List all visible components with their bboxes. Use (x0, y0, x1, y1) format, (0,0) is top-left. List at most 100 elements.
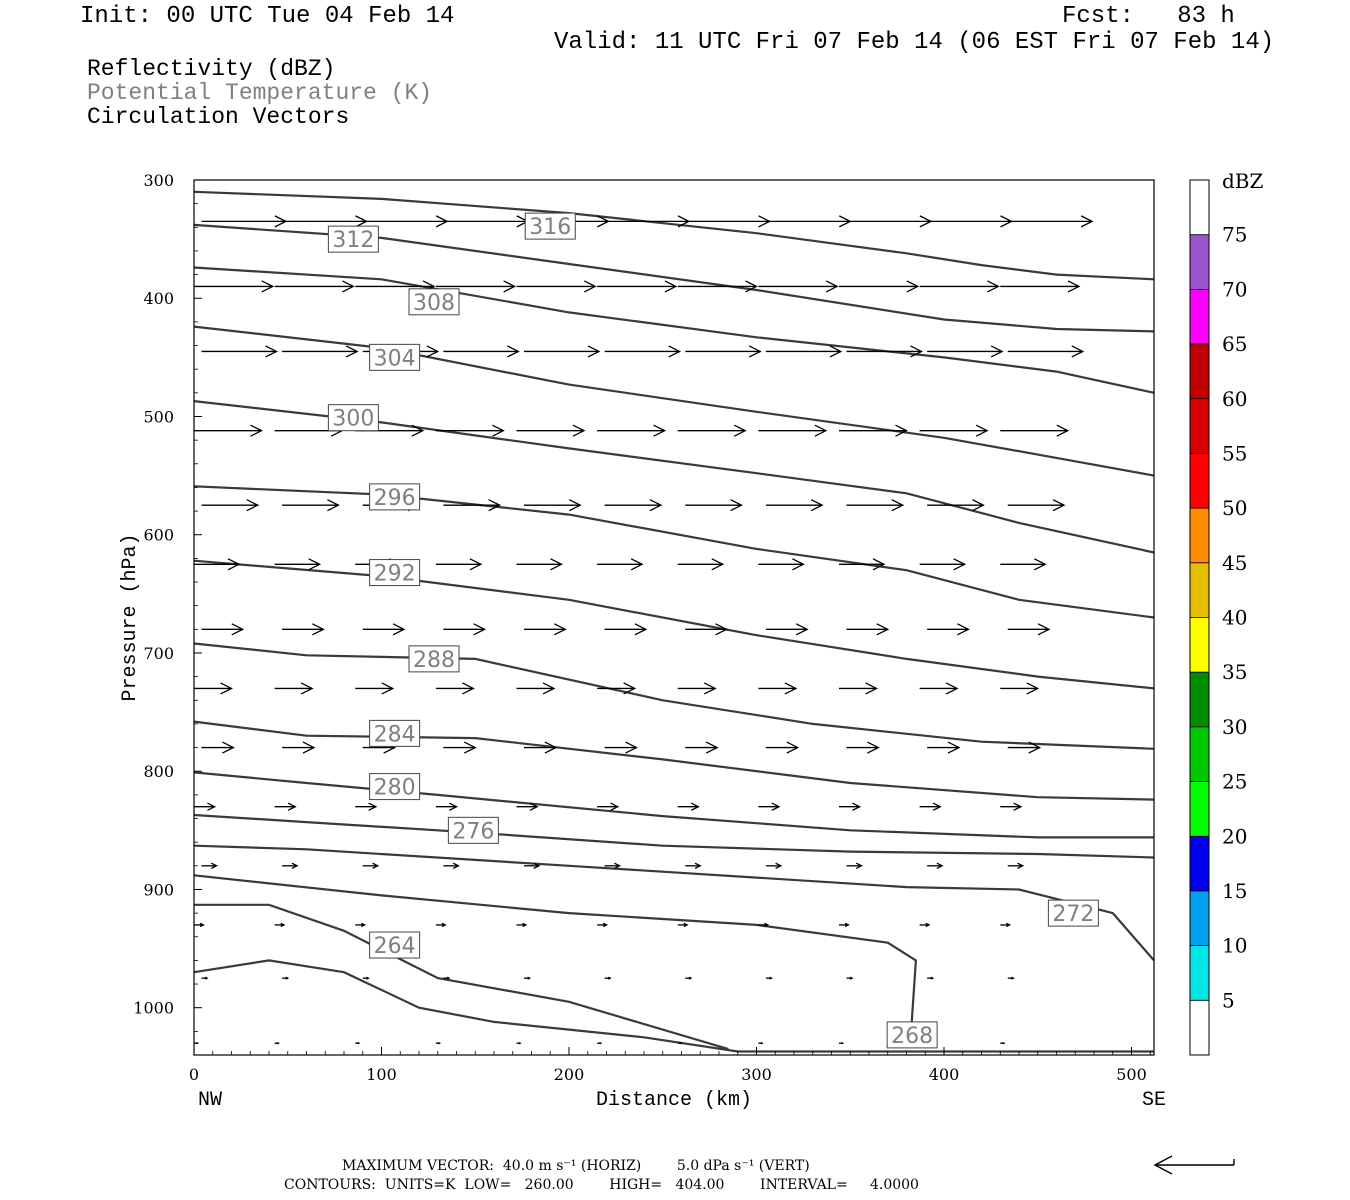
theta-contour-292 (193, 559, 1155, 690)
colorbar-label: 20 (1222, 824, 1247, 848)
circulation-vector (758, 682, 798, 695)
circulation-vector (443, 345, 520, 358)
colorbar-swatch (1190, 672, 1209, 727)
contour-label-276: 276 (447, 816, 499, 844)
circulation-vector (919, 424, 989, 437)
circulation-vector (927, 862, 944, 870)
circulation-vector (443, 862, 460, 870)
contour-label-text: 316 (529, 215, 571, 240)
circulation-vector (758, 922, 770, 928)
circulation-vector (765, 623, 809, 636)
theta-contour-308 (193, 266, 1155, 394)
circulation-vector (201, 976, 209, 980)
circulation-vector (201, 499, 260, 512)
circulation-vector (677, 558, 725, 571)
x-tick-label: 100 (366, 1065, 397, 1084)
circulation-vector (604, 499, 663, 512)
x-tick-label: 0 (189, 1065, 199, 1084)
circulation-vector (685, 862, 702, 870)
circulation-vector (516, 1041, 522, 1045)
colorbar-swatch (1190, 453, 1209, 509)
contour-label-text: 304 (374, 346, 416, 371)
contour-label-text: 312 (332, 228, 374, 253)
contour-label-288: 288 (408, 645, 460, 673)
circulation-vector (355, 922, 367, 928)
colorbar-unit: dBZ (1222, 169, 1264, 193)
circulation-vector (443, 215, 530, 228)
circulation-vector (846, 623, 890, 636)
colorbar-frame (1189, 179, 1210, 1056)
circulation-vector (604, 862, 622, 870)
circulation-vector (846, 862, 863, 870)
contour-label-268: 268 (886, 1021, 938, 1049)
circulation-vector (758, 802, 781, 811)
colorbar-swatch (1190, 234, 1209, 290)
circulation-vector (604, 345, 682, 358)
theta-contour-280 (193, 771, 1154, 839)
circulation-vector (765, 215, 852, 228)
circulation-vector (1000, 682, 1040, 695)
colorbar-label: 5 (1222, 988, 1235, 1012)
circulation-vector (1007, 499, 1066, 512)
circulation-vector (516, 922, 528, 928)
contour-label-292: 292 (369, 559, 421, 587)
circulation-vector (919, 682, 959, 695)
circulation-vector (597, 280, 678, 293)
theta-contour-268 (193, 874, 918, 1044)
circulation-vector (597, 802, 620, 811)
colorbar-label: 15 (1222, 879, 1247, 903)
circulation-vector (919, 280, 1000, 293)
y-tick-label: 400 (143, 289, 174, 308)
circulation-vector (435, 682, 475, 695)
colorbar-swatch (1190, 890, 1209, 946)
circulation-vector (919, 558, 967, 571)
circulation-vector (524, 741, 558, 754)
circulation-vector (685, 345, 762, 358)
circulation-vector (677, 280, 758, 293)
circulation-vector (194, 558, 241, 571)
contour-label-text: 292 (374, 562, 416, 587)
circulation-vector (1000, 922, 1012, 928)
y-tick-label: 1000 (133, 999, 174, 1018)
circulation-vector (597, 1041, 603, 1045)
circulation-vector (516, 424, 586, 437)
circulation-vector (919, 922, 931, 928)
max-vector-note: MAXIMUM VECTOR: 40.0 m s⁻¹ (HORIZ) 5.0 d… (342, 1158, 810, 1174)
circulation-vector (604, 976, 612, 980)
contour-label-284: 284 (369, 719, 421, 747)
circulation-vector (355, 1041, 361, 1045)
colorbar-swatch (1190, 945, 1209, 1001)
circulation-vector (524, 345, 601, 358)
circulation-vector (685, 215, 772, 228)
y-tick-label: 900 (143, 880, 174, 899)
circulation-vector (1007, 976, 1015, 980)
circulation-vector (758, 1041, 764, 1045)
x-tick-label: 500 (1116, 1065, 1147, 1084)
circulation-vector (846, 499, 905, 512)
circulation-vector (435, 280, 517, 293)
circulation-vector (1007, 623, 1051, 636)
y-axis-title: Pressure (hPa) (119, 533, 142, 701)
circulation-vector (435, 424, 505, 437)
circulation-vector (201, 623, 245, 636)
colorbar-swatch (1190, 344, 1209, 399)
init-time: Init: 00 UTC Tue 04 Feb 14 (80, 3, 455, 30)
circulation-vector (839, 1041, 845, 1045)
circulation-vector (846, 976, 854, 980)
x-end-right: SE (1142, 1089, 1166, 1112)
contour-label-text: 300 (332, 407, 374, 432)
contour-label-312: 312 (327, 225, 379, 253)
circulation-vector (1007, 741, 1042, 754)
circulation-vector (435, 1041, 442, 1045)
colorbar-label: 75 (1222, 223, 1247, 247)
valid-time: Valid: 11 UTC Fri 07 Feb 14 (06 EST Fri … (554, 29, 1275, 56)
circulation-vector (355, 802, 378, 811)
circulation-vector (1007, 215, 1094, 228)
circulation-vector (194, 682, 233, 695)
circulation-vector (765, 345, 843, 358)
colorbar-label: 45 (1222, 551, 1247, 575)
circulation-vector (927, 741, 961, 754)
circulation-vector (516, 558, 563, 571)
contour-label-text: 308 (413, 291, 455, 316)
y-tick-label: 800 (143, 762, 174, 781)
